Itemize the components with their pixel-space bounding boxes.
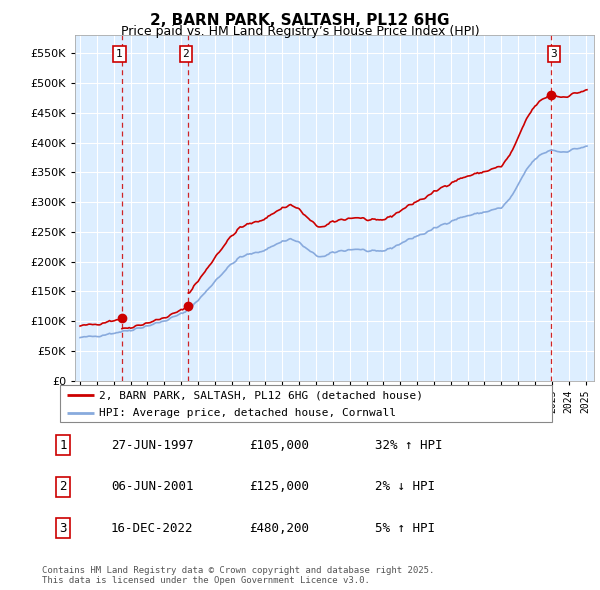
Text: £105,000: £105,000 xyxy=(249,439,309,452)
Text: 2, BARN PARK, SALTASH, PL12 6HG: 2, BARN PARK, SALTASH, PL12 6HG xyxy=(150,13,450,28)
Text: 32% ↑ HPI: 32% ↑ HPI xyxy=(375,439,443,452)
Text: Contains HM Land Registry data © Crown copyright and database right 2025.
This d: Contains HM Land Registry data © Crown c… xyxy=(42,566,434,585)
Text: 2: 2 xyxy=(182,49,189,59)
Text: 2, BARN PARK, SALTASH, PL12 6HG (detached house): 2, BARN PARK, SALTASH, PL12 6HG (detache… xyxy=(100,390,424,400)
FancyBboxPatch shape xyxy=(60,385,552,422)
Text: HPI: Average price, detached house, Cornwall: HPI: Average price, detached house, Corn… xyxy=(100,408,397,418)
Text: 1: 1 xyxy=(59,439,67,452)
Text: 16-DEC-2022: 16-DEC-2022 xyxy=(111,522,193,535)
Text: £480,200: £480,200 xyxy=(249,522,309,535)
Text: 5% ↑ HPI: 5% ↑ HPI xyxy=(375,522,435,535)
Text: 3: 3 xyxy=(59,522,67,535)
Text: 2: 2 xyxy=(59,480,67,493)
Text: 06-JUN-2001: 06-JUN-2001 xyxy=(111,480,193,493)
Text: Price paid vs. HM Land Registry’s House Price Index (HPI): Price paid vs. HM Land Registry’s House … xyxy=(121,25,479,38)
Text: 1: 1 xyxy=(116,49,123,59)
Text: 3: 3 xyxy=(550,49,557,59)
Text: 2% ↓ HPI: 2% ↓ HPI xyxy=(375,480,435,493)
Text: 27-JUN-1997: 27-JUN-1997 xyxy=(111,439,193,452)
Text: £125,000: £125,000 xyxy=(249,480,309,493)
